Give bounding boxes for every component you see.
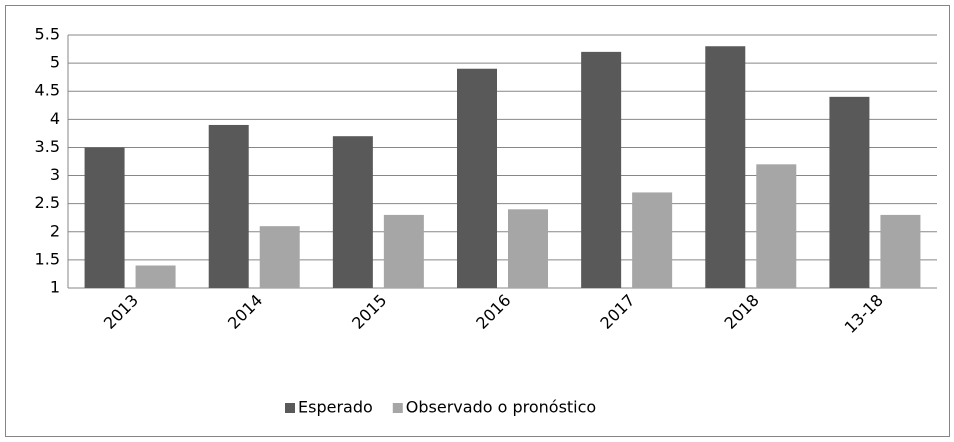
legend-label: Observado o pronóstico <box>406 398 596 417</box>
y-tick-label: 5 <box>50 53 60 72</box>
legend-swatch <box>285 403 295 413</box>
y-tick-label: 4 <box>50 109 60 128</box>
bar <box>135 265 176 288</box>
bar <box>208 124 249 288</box>
y-tick-label: 1.5 <box>35 249 60 268</box>
bar <box>508 209 548 288</box>
bar <box>332 136 373 288</box>
y-tick-label: 2 <box>50 221 60 240</box>
y-tick-label: 2.5 <box>35 193 60 212</box>
bar <box>829 96 870 288</box>
bar <box>259 226 300 288</box>
legend-label: Esperado <box>298 398 373 417</box>
bar <box>383 214 424 288</box>
bar <box>705 46 746 288</box>
legend-swatch <box>392 403 403 413</box>
y-tick-label: 3 <box>50 165 60 184</box>
y-tick-label: 1 <box>50 278 60 297</box>
bar <box>457 68 497 288</box>
bar <box>581 51 622 288</box>
y-tick-label: 4.5 <box>35 81 60 100</box>
y-tick-label: 5.5 <box>35 25 60 44</box>
y-tick-label: 3.5 <box>35 137 60 156</box>
bar <box>84 147 125 288</box>
bar <box>756 164 797 288</box>
bar <box>880 214 921 288</box>
bar <box>632 192 673 288</box>
